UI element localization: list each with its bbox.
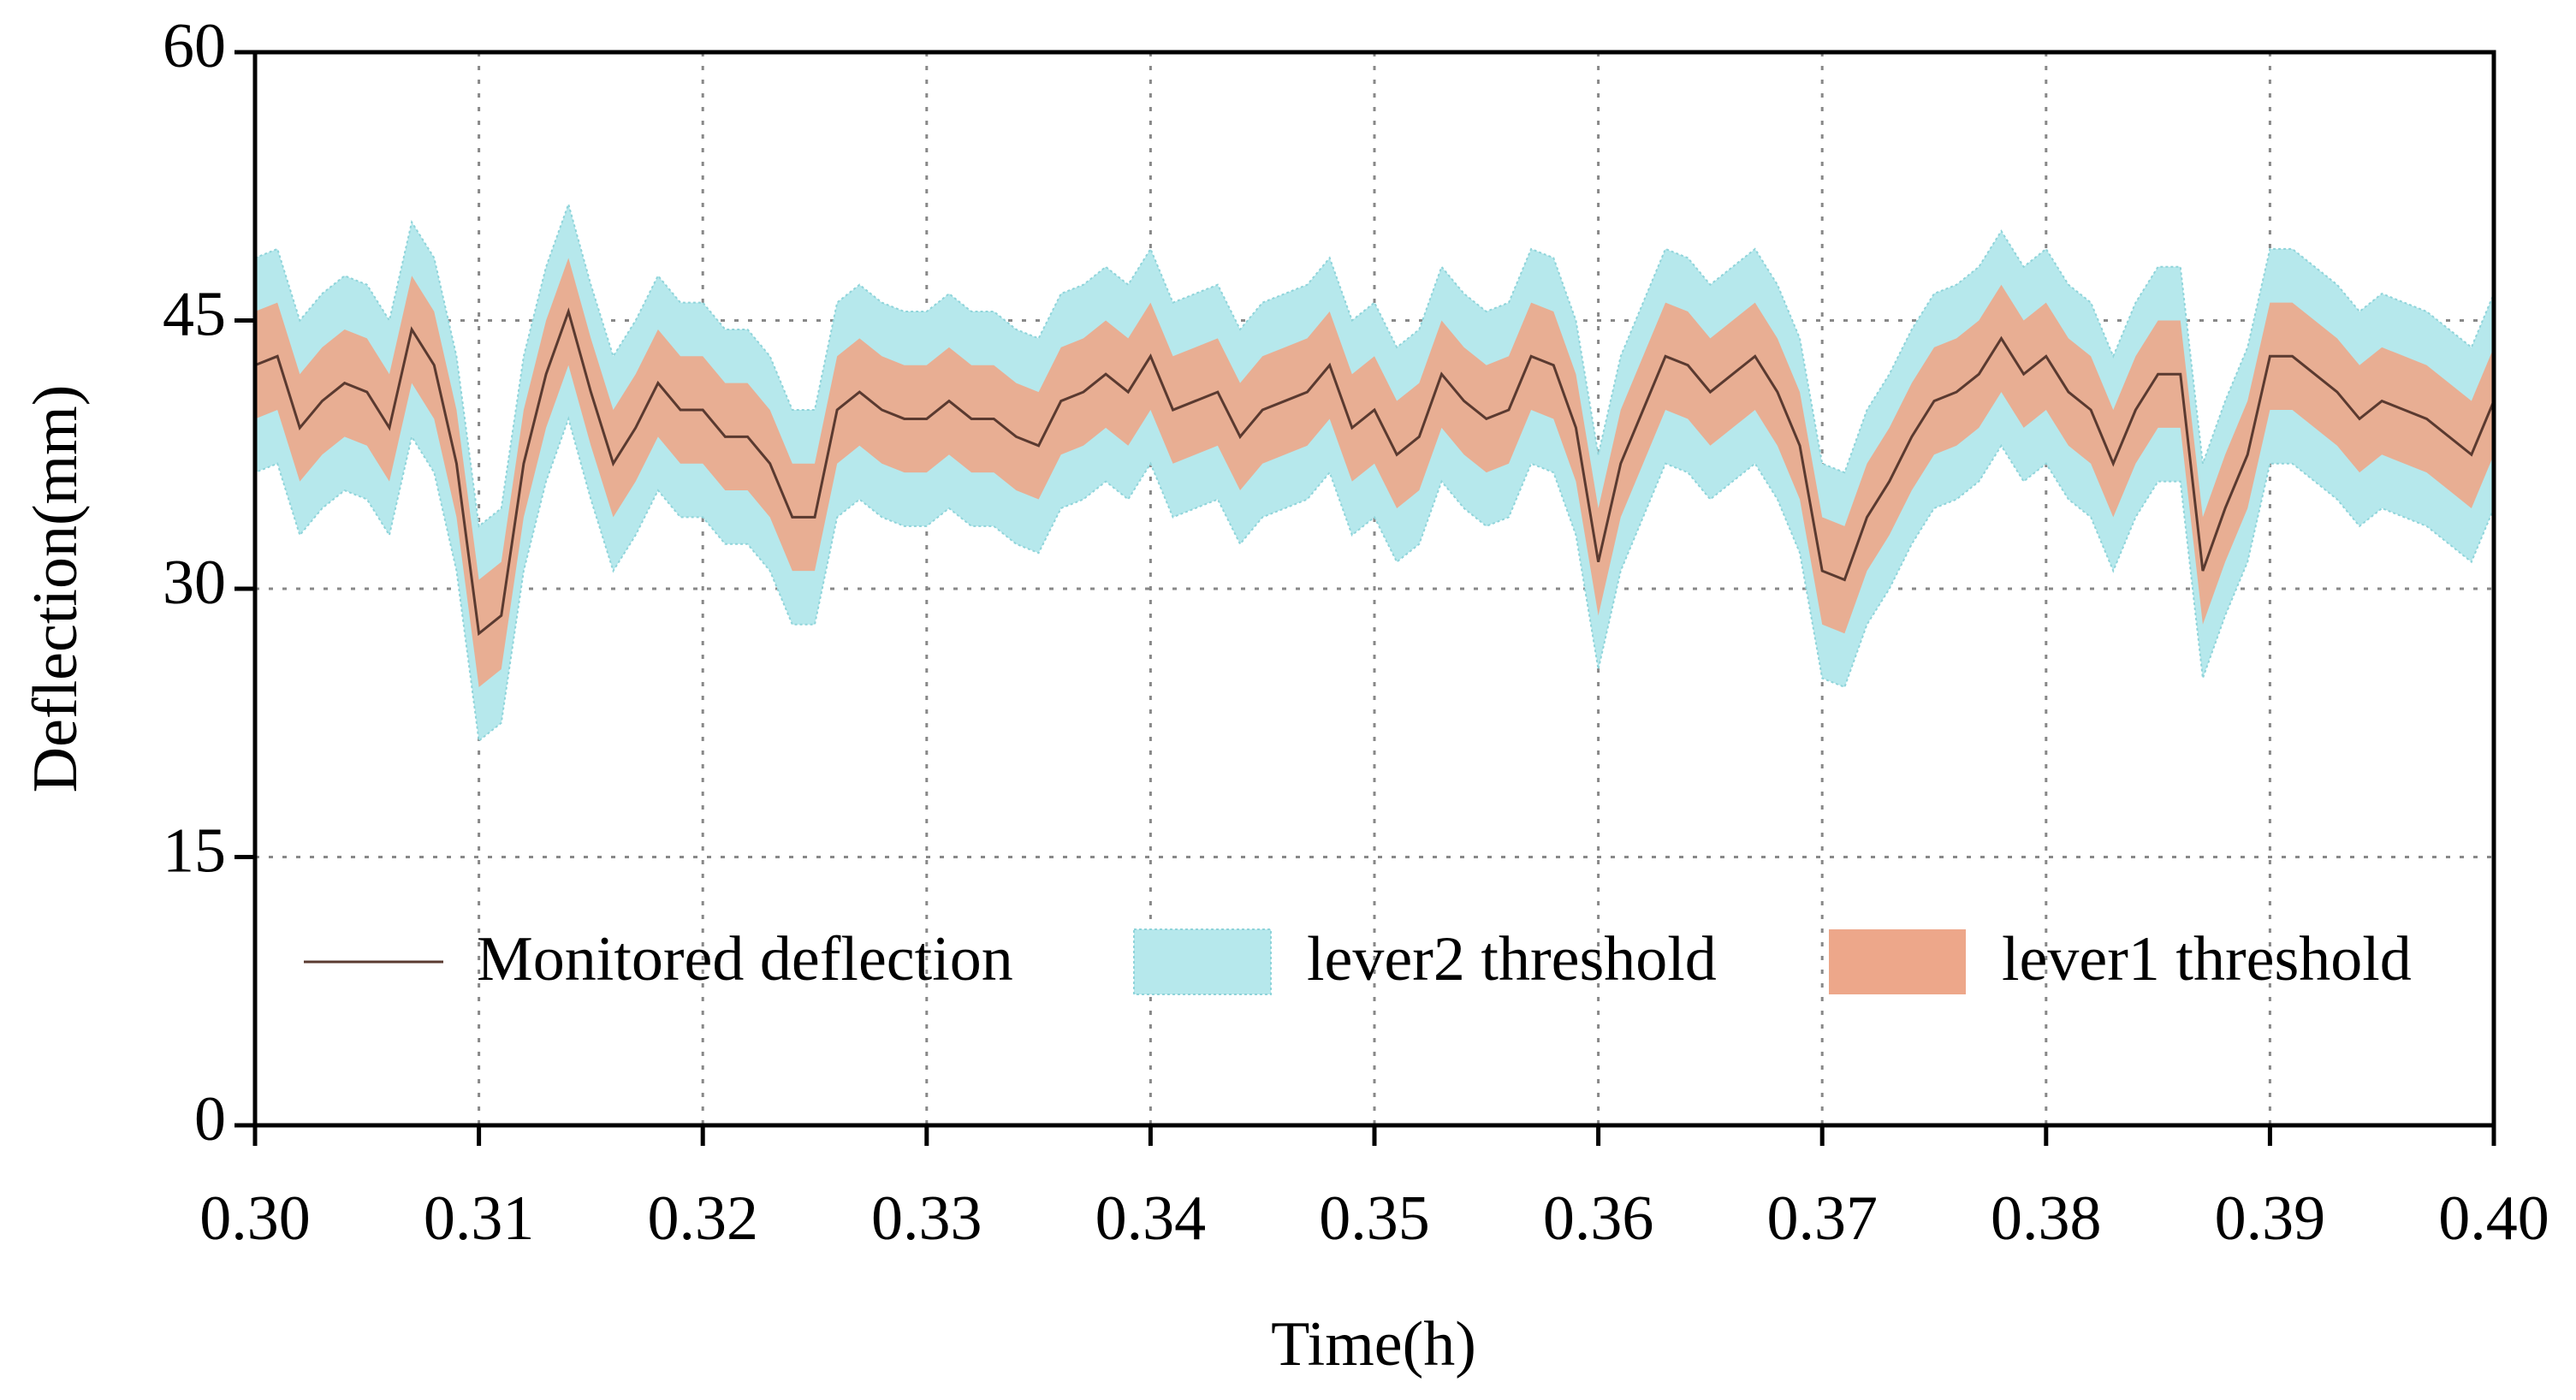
threshold-band [254,201,2495,743]
y-tick-label: 45 [163,279,226,349]
x-tick-label: 0.39 [2215,1183,2326,1254]
y-tick-label: 15 [163,816,226,886]
x-tick-label: 0.30 [199,1183,311,1254]
deflection-line [254,307,2496,637]
x-tick-label: 0.36 [1543,1183,1654,1254]
x-tick-label: 0.35 [1319,1183,1430,1254]
x-tick-label: 0.32 [647,1183,758,1254]
x-tick-label: 0.34 [1095,1183,1207,1254]
y-tick-label: 30 [163,548,226,618]
x-axis-label: Time(h) [1271,1309,1476,1379]
legend-label: lever2 threshold [1307,924,1717,994]
legend-label: Monitored deflection [477,924,1013,994]
legend-label: lever1 threshold [2002,924,2412,994]
legend-swatch [1133,928,1272,995]
y-axis-label: Deflection(mm) [21,385,91,793]
x-tick-label: 0.38 [1991,1183,2102,1254]
x-tick-label: 0.31 [424,1183,535,1254]
legend-swatch [1829,929,1966,994]
x-tick-label: 0.33 [871,1183,982,1254]
y-tick-label: 0 [194,1084,226,1154]
x-tick-label: 0.40 [2438,1183,2549,1254]
threshold-band [255,258,2494,687]
y-tick-label: 60 [163,11,226,81]
x-tick-label: 0.37 [1766,1183,1878,1254]
